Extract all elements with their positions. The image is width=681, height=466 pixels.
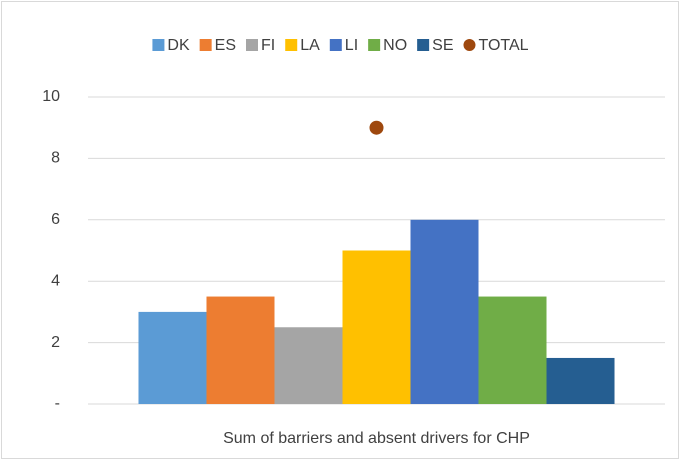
legend-marker — [199, 39, 212, 51]
bar — [138, 311, 207, 404]
legend-label: SE — [432, 37, 453, 54]
x-tick-label: Sum of barriers and absent drivers for C… — [223, 430, 530, 447]
y-tick-label: 6 — [51, 211, 60, 228]
legend-marker — [285, 39, 298, 51]
legend-label: FI — [261, 37, 275, 54]
legend-label: DK — [167, 37, 190, 54]
y-tick-label: 8 — [51, 150, 60, 167]
legend-marker — [463, 39, 476, 51]
y-tick-label: 4 — [51, 272, 60, 289]
point — [369, 120, 384, 135]
legend-marker — [246, 39, 258, 51]
y-tick-label: 10 — [42, 88, 60, 105]
legend-label: LI — [345, 37, 358, 54]
legend-label: NO — [383, 37, 407, 54]
bar — [410, 219, 479, 404]
bar — [478, 296, 547, 404]
legend-label: LA — [300, 37, 320, 54]
legend-marker — [329, 39, 342, 51]
legend-marker — [417, 39, 430, 51]
bar — [546, 357, 615, 404]
bar — [274, 327, 343, 404]
legend-label: TOTAL — [478, 37, 528, 54]
y-tick-label: - — [55, 395, 60, 412]
legend-marker — [368, 39, 381, 51]
y-tick-label: 2 — [51, 334, 60, 351]
bar — [206, 296, 275, 404]
legend-label: ES — [215, 37, 236, 54]
bar — [342, 250, 411, 404]
legend-marker — [152, 39, 165, 51]
